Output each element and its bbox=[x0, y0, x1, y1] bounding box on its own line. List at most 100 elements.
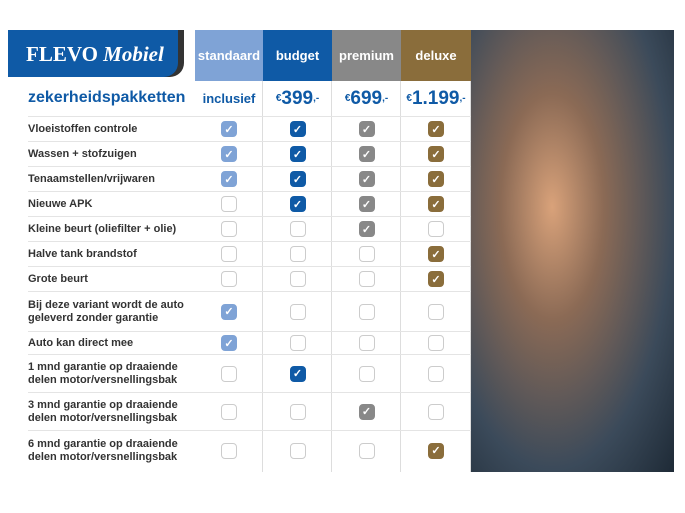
column-standaard bbox=[195, 30, 263, 472]
cell: ✓ bbox=[195, 335, 263, 351]
checked-checkbox: ✓ bbox=[221, 335, 237, 351]
check-icon: ✓ bbox=[224, 173, 234, 186]
check-icon: ✓ bbox=[361, 198, 372, 211]
currency: € bbox=[275, 93, 282, 104]
cell bbox=[332, 303, 401, 320]
check-icon: ✓ bbox=[361, 173, 372, 186]
currency: € bbox=[406, 93, 412, 104]
header-deluxe: deluxe bbox=[401, 30, 471, 81]
cell bbox=[332, 365, 401, 382]
empty-checkbox bbox=[289, 271, 306, 287]
cell: ✓ bbox=[401, 121, 471, 137]
package-name: premium bbox=[339, 48, 394, 63]
column-deluxe bbox=[401, 30, 471, 472]
price-budget: €399 ,- bbox=[263, 81, 332, 116]
cell bbox=[195, 271, 263, 287]
checked-checkbox: ✓ bbox=[289, 121, 306, 137]
checked-checkbox: ✓ bbox=[221, 121, 237, 137]
checked-checkbox: ✓ bbox=[428, 121, 444, 137]
checked-checkbox: ✓ bbox=[358, 403, 375, 420]
price-value: 399 bbox=[281, 87, 314, 109]
cell: ✓ bbox=[401, 246, 471, 262]
empty-checkbox bbox=[289, 221, 306, 237]
price-value: 699 bbox=[350, 87, 383, 109]
package-name: deluxe bbox=[415, 48, 457, 63]
empty-checkbox bbox=[428, 365, 444, 382]
feature-label: 3 mnd garantie op draaiende delen motor/… bbox=[28, 398, 178, 424]
check-icon: ✓ bbox=[431, 273, 441, 286]
feature-row: Vloeistoffen controle ✓ ✓ ✓ ✓ bbox=[28, 116, 471, 141]
checked-checkbox: ✓ bbox=[428, 171, 444, 187]
cell: ✓ bbox=[332, 221, 401, 237]
check-icon: ✓ bbox=[431, 198, 441, 211]
cell: ✓ bbox=[401, 146, 471, 162]
check-icon: ✓ bbox=[224, 148, 234, 161]
checked-checkbox: ✓ bbox=[428, 442, 444, 459]
flevo-mobiel-logo: FLEVO Mobiel bbox=[8, 30, 178, 77]
cell bbox=[195, 442, 263, 459]
check-icon: ✓ bbox=[224, 306, 234, 318]
cell: ✓ bbox=[263, 196, 332, 212]
feature-label: Nieuwe APK bbox=[28, 197, 93, 210]
cell bbox=[332, 442, 401, 459]
logo-text: FLEVO bbox=[26, 42, 98, 66]
check-icon: ✓ bbox=[431, 148, 441, 161]
check-icon: ✓ bbox=[224, 337, 234, 350]
feature-row: Tenaamstellen/vrijwaren ✓ ✓ ✓ ✓ bbox=[28, 166, 471, 191]
checked-checkbox: ✓ bbox=[358, 221, 375, 237]
feature-row: Wassen + stofzuigen ✓ ✓ ✓ ✓ bbox=[28, 141, 471, 166]
cell: ✓ bbox=[401, 171, 471, 187]
cell: ✓ bbox=[401, 271, 471, 287]
checked-checkbox: ✓ bbox=[289, 171, 306, 187]
empty-checkbox bbox=[428, 221, 444, 237]
column-premium bbox=[332, 30, 401, 472]
feature-row: 1 mnd garantie op draaiende delen motor/… bbox=[28, 354, 471, 392]
empty-checkbox bbox=[428, 335, 444, 351]
cell: ✓ bbox=[401, 196, 471, 212]
cell: ✓ bbox=[195, 146, 263, 162]
header-standaard: standaard bbox=[195, 30, 263, 81]
checked-checkbox: ✓ bbox=[428, 146, 444, 162]
empty-checkbox bbox=[289, 335, 306, 351]
check-icon: ✓ bbox=[292, 368, 303, 380]
empty-checkbox bbox=[221, 403, 237, 420]
cell bbox=[263, 221, 332, 237]
feature-label: Auto kan direct mee bbox=[28, 336, 134, 349]
feature-label: Bij deze variant wordt de auto geleverd … bbox=[28, 298, 184, 324]
feature-row: Nieuwe APK ✓ ✓ ✓ bbox=[28, 191, 471, 216]
cell bbox=[195, 246, 263, 262]
cell bbox=[263, 303, 332, 320]
currency: € bbox=[344, 93, 351, 104]
price-deluxe: €1.199 ,- bbox=[401, 81, 471, 116]
cell: ✓ bbox=[263, 121, 332, 137]
checked-checkbox: ✓ bbox=[289, 365, 306, 382]
check-icon: ✓ bbox=[361, 406, 372, 418]
empty-checkbox bbox=[289, 442, 306, 459]
price-premium: €699 ,- bbox=[332, 81, 401, 116]
cell bbox=[263, 246, 332, 262]
checked-checkbox: ✓ bbox=[221, 146, 237, 162]
couple-in-car-photo bbox=[471, 30, 674, 472]
checked-checkbox: ✓ bbox=[428, 271, 444, 287]
empty-checkbox bbox=[428, 303, 444, 320]
empty-checkbox bbox=[221, 365, 237, 382]
checked-checkbox: ✓ bbox=[428, 246, 444, 262]
cell: ✓ bbox=[332, 146, 401, 162]
check-icon: ✓ bbox=[361, 223, 372, 236]
check-icon: ✓ bbox=[431, 173, 441, 186]
cell: ✓ bbox=[263, 365, 332, 382]
cell bbox=[401, 365, 471, 382]
empty-checkbox bbox=[358, 335, 375, 351]
empty-checkbox bbox=[221, 196, 237, 212]
checked-checkbox: ✓ bbox=[289, 196, 306, 212]
cell bbox=[263, 442, 332, 459]
check-icon: ✓ bbox=[292, 198, 303, 211]
check-icon: ✓ bbox=[361, 123, 372, 136]
empty-checkbox bbox=[358, 442, 375, 459]
empty-checkbox bbox=[358, 271, 375, 287]
feature-label: Grote beurt bbox=[28, 272, 88, 285]
cell: ✓ bbox=[332, 171, 401, 187]
cell bbox=[195, 403, 263, 420]
feature-row: Bij deze variant wordt de auto geleverd … bbox=[28, 291, 471, 331]
empty-checkbox bbox=[358, 246, 375, 262]
